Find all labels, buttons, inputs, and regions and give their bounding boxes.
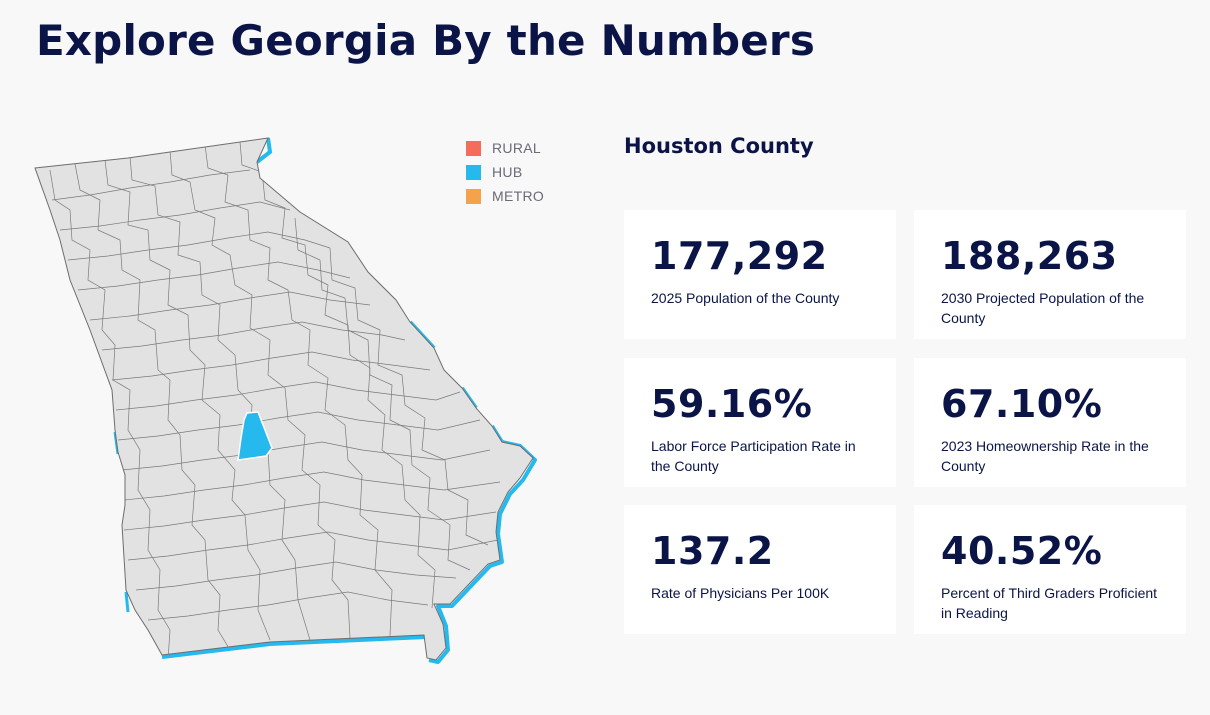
stat-value: 59.16% <box>651 382 813 426</box>
stat-label: 2025 Population of the County <box>651 290 840 306</box>
georgia-state-outline[interactable] <box>34 137 534 661</box>
legend-label: HUB <box>492 164 523 180</box>
legend-item-hub[interactable]: HUB <box>466 160 544 184</box>
stat-card-population-2025: 177,292 2025 Population of the County <box>624 210 896 339</box>
stat-value: 188,263 <box>941 234 1118 278</box>
stat-card-population-2030: 188,263 2030 Projected Population of the… <box>914 210 1186 339</box>
georgia-map[interactable] <box>30 130 550 670</box>
county-borders <box>49 141 501 660</box>
county-name-heading: Houston County <box>624 134 814 158</box>
page-title: Explore Georgia By the Numbers <box>36 16 816 65</box>
legend-label: METRO <box>492 188 545 204</box>
stat-card-physicians: 137.2 Rate of Physicians Per 100K <box>624 505 896 634</box>
stat-value: 137.2 <box>651 529 774 573</box>
legend-swatch-rural <box>466 140 481 156</box>
stat-value: 67.10% <box>941 382 1103 426</box>
stat-value: 40.52% <box>941 529 1103 573</box>
stat-label: 2023 Homeownership Rate in the County <box>941 438 1149 474</box>
stat-card-reading-proficiency: 40.52% Percent of Third Graders Proficie… <box>914 505 1186 634</box>
legend-swatch-metro <box>466 188 481 204</box>
stat-label: Labor Force Participation Rate in the Co… <box>651 438 856 474</box>
legend-item-rural[interactable]: RURAL <box>466 136 544 160</box>
houston-county-highlight[interactable] <box>237 411 273 461</box>
stat-value: 177,292 <box>651 234 828 278</box>
map-border-accent <box>161 635 427 659</box>
legend-swatch-hub <box>466 164 481 180</box>
stat-label: 2030 Projected Population of the County <box>941 290 1145 326</box>
georgia-county-map-svg[interactable] <box>30 130 550 670</box>
legend-label: RURAL <box>492 140 541 156</box>
map-border-accent <box>255 137 273 164</box>
stat-label: Rate of Physicians Per 100K <box>651 585 830 601</box>
map-legend: RURAL HUB METRO <box>466 136 544 208</box>
legend-item-metro[interactable]: METRO <box>466 184 544 208</box>
stat-card-labor-force: 59.16% Labor Force Participation Rate in… <box>624 358 896 487</box>
stat-card-homeownership: 67.10% 2023 Homeownership Rate in the Co… <box>914 358 1186 487</box>
stat-label: Percent of Third Graders Proficient in R… <box>941 585 1158 621</box>
